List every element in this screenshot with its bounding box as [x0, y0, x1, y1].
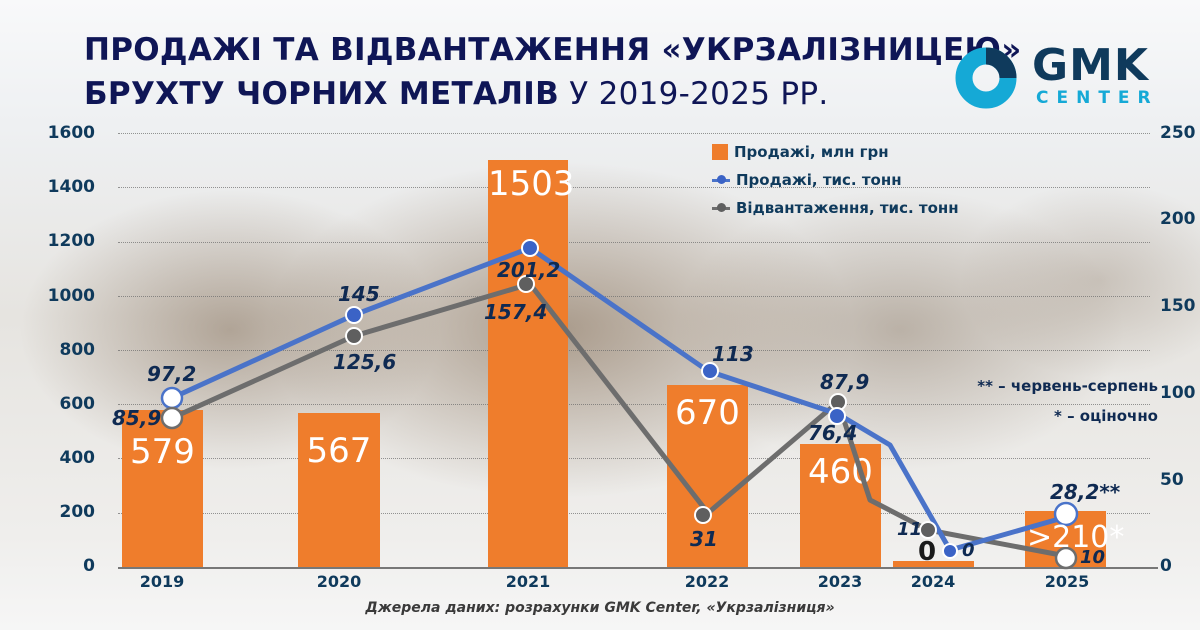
- blue-line-marker-icon: [712, 174, 730, 186]
- shipments-marker-2022: [694, 506, 712, 524]
- x-tick: 2024: [910, 572, 956, 591]
- x-tick: 2022: [684, 572, 730, 591]
- y-left-tick: 600: [59, 394, 96, 414]
- y-left-tick: 1200: [47, 231, 95, 251]
- y-right-tick: 0: [1160, 556, 1172, 576]
- x-tick: 2021: [505, 572, 551, 591]
- bar-value-label: 670: [675, 393, 740, 433]
- y-left-tick: 0: [83, 556, 95, 576]
- legend-item-sales-uah: Продажі, млн грн: [712, 138, 959, 166]
- x-tick: 2023: [817, 572, 863, 591]
- sales-marker-2023: [828, 407, 846, 425]
- y-right-tick: 50: [1160, 470, 1184, 490]
- gmk-center-logo: GMK CENTER: [952, 40, 1192, 114]
- sales-marker-2024: [942, 543, 958, 559]
- sales-marker-2025: [1053, 501, 1079, 527]
- sales-tonnes-label-2019: 97,2: [147, 362, 197, 386]
- sales-tonnes-label-2022: 113: [712, 342, 754, 366]
- shipments-label-2024: 11: [897, 519, 923, 540]
- y-left-tick: 1400: [47, 177, 95, 197]
- shipments-marker-2025: [1054, 546, 1078, 570]
- gridline: [118, 404, 1150, 405]
- gridline: [118, 350, 1150, 351]
- shipments-marker-2019: [160, 406, 184, 430]
- bar-2024: [893, 561, 974, 567]
- shipments-line: [170, 281, 1067, 559]
- title-line-2: БРУХТУ ЧОРНИХ МЕТАЛІВ У 2019-2025 РР.: [84, 72, 1022, 116]
- title-bold-part: БРУХТУ ЧОРНИХ МЕТАЛІВ: [84, 76, 560, 112]
- sales-tonnes-label-2020: 145: [338, 282, 380, 306]
- sales-marker-2022: [701, 362, 719, 380]
- legend-item-sales-tonnes: Продажі, тис. тонн: [712, 166, 959, 194]
- bar-value-label: 579: [130, 432, 195, 472]
- gridline: [118, 242, 1150, 243]
- y-right-tick: 250: [1160, 123, 1196, 143]
- sales-tonnes-label-2021: 201,2: [497, 258, 561, 282]
- y-left-tick: 1000: [47, 286, 95, 306]
- sales-tonnes-label-2023: 76,4: [808, 421, 858, 445]
- shipments-label-2023: 87,9: [820, 370, 870, 394]
- sales-marker-2020: [345, 306, 363, 324]
- bar-value-label: 1503: [488, 164, 575, 204]
- y-right-tick: 200: [1160, 209, 1196, 229]
- x-tick: 2020: [316, 572, 362, 591]
- chart-legend: Продажі, млн грн Продажі, тис. тонн Відв…: [712, 138, 959, 222]
- gridline: [118, 513, 1150, 514]
- sales-tonnes-line: [170, 245, 1067, 553]
- logo-subtitle: CENTER: [1036, 88, 1159, 108]
- title-light-part: У 2019-2025 РР.: [559, 76, 829, 112]
- y-left-tick: 1600: [47, 123, 95, 143]
- y-left-tick: 200: [59, 502, 96, 522]
- shipments-label-2019: 85,9: [112, 406, 162, 430]
- title-line-1: ПРОДАЖІ ТА ВІДВАНТАЖЕННЯ «УКРЗАЛІЗНИЦЕЮ»: [84, 32, 1022, 68]
- shipments-label-2021: 157,4: [484, 300, 548, 324]
- legend-label: Продажі, тис. тонн: [736, 171, 902, 189]
- bar-value-label-2024: 0: [918, 537, 937, 567]
- note-double-star: ** – червень-серпень: [977, 377, 1158, 395]
- x-axis-line: [118, 567, 1158, 569]
- grey-line-marker-icon: [712, 202, 730, 214]
- sales-tonnes-label-2025: 28,2**: [1050, 480, 1121, 504]
- gridline: [118, 133, 1150, 134]
- y-right-tick: 100: [1160, 383, 1196, 403]
- x-tick: 2019: [139, 572, 185, 591]
- shipments-label-2022: 31: [690, 527, 718, 551]
- data-source: Джерела даних: розрахунки GMK Center, «У…: [365, 600, 835, 616]
- gridline: [118, 296, 1150, 297]
- gridline: [118, 187, 1150, 188]
- sales-marker-2019: [160, 386, 184, 410]
- y-right-tick: 150: [1160, 296, 1196, 316]
- legend-item-shipments: Відвантаження, тис. тонн: [712, 194, 959, 222]
- bar-2020: 567: [298, 413, 380, 567]
- legend-label: Відвантаження, тис. тонн: [736, 199, 959, 217]
- bar-2023: 460: [800, 444, 881, 567]
- shipments-label-2020: 125,6: [333, 350, 397, 374]
- shipments-marker-2021: [517, 275, 535, 293]
- y-left-tick: 400: [59, 448, 96, 468]
- page-title: ПРОДАЖІ ТА ВІДВАНТАЖЕННЯ «УКРЗАЛІЗНИЦЕЮ»…: [84, 28, 1022, 116]
- bar-2019: 579: [122, 410, 203, 567]
- shipments-marker-2024: [919, 521, 937, 539]
- shipments-label-2025: 10: [1080, 547, 1106, 568]
- orange-square-icon: [712, 144, 728, 160]
- bar-value-label: 567: [306, 431, 372, 471]
- logo-name: GMK: [1032, 40, 1149, 91]
- gridline: [118, 458, 1150, 459]
- sales-marker-2021: [521, 239, 539, 257]
- legend-label: Продажі, млн грн: [734, 143, 889, 161]
- y-left-tick: 800: [59, 340, 96, 360]
- sales-tonnes-label-2024: 0: [962, 540, 975, 561]
- shipments-marker-2020: [345, 327, 363, 345]
- logo-ring-icon: [955, 47, 1017, 109]
- note-single-star: * – оціночно: [1054, 407, 1158, 425]
- bar-value-label-2025: >210*: [1027, 520, 1125, 555]
- bar-2021: 1503: [488, 160, 575, 567]
- x-tick: 2025: [1044, 572, 1090, 591]
